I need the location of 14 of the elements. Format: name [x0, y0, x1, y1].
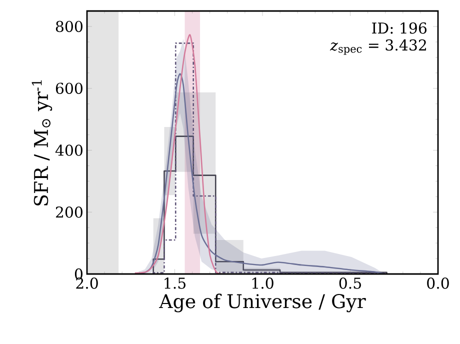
y-axis-title: SFR / M$_{⊙}$ yr$^{-1}$	[32, 80, 52, 206]
y-tick-label: 400	[55, 144, 82, 156]
annotation: ID: 196	[372, 22, 426, 34]
y-tick-label: 600	[56, 82, 82, 94]
y-tick-label: 800	[56, 20, 82, 32]
x-tick-label: 1.0	[252, 278, 274, 289]
x-tick-label: 1.5	[164, 278, 186, 289]
x-tick-label: 0.0	[427, 278, 449, 289]
x-axis-title: Age of Universe / Gyr	[159, 294, 366, 312]
x-tick-label: 0.5	[339, 278, 361, 289]
y-tick-label: 200	[56, 206, 82, 218]
x-tick-label: 2.0	[76, 278, 98, 289]
y-tick-label: 0	[74, 268, 82, 280]
annotation: z$_{spec}$ = 3.432	[330, 39, 426, 55]
